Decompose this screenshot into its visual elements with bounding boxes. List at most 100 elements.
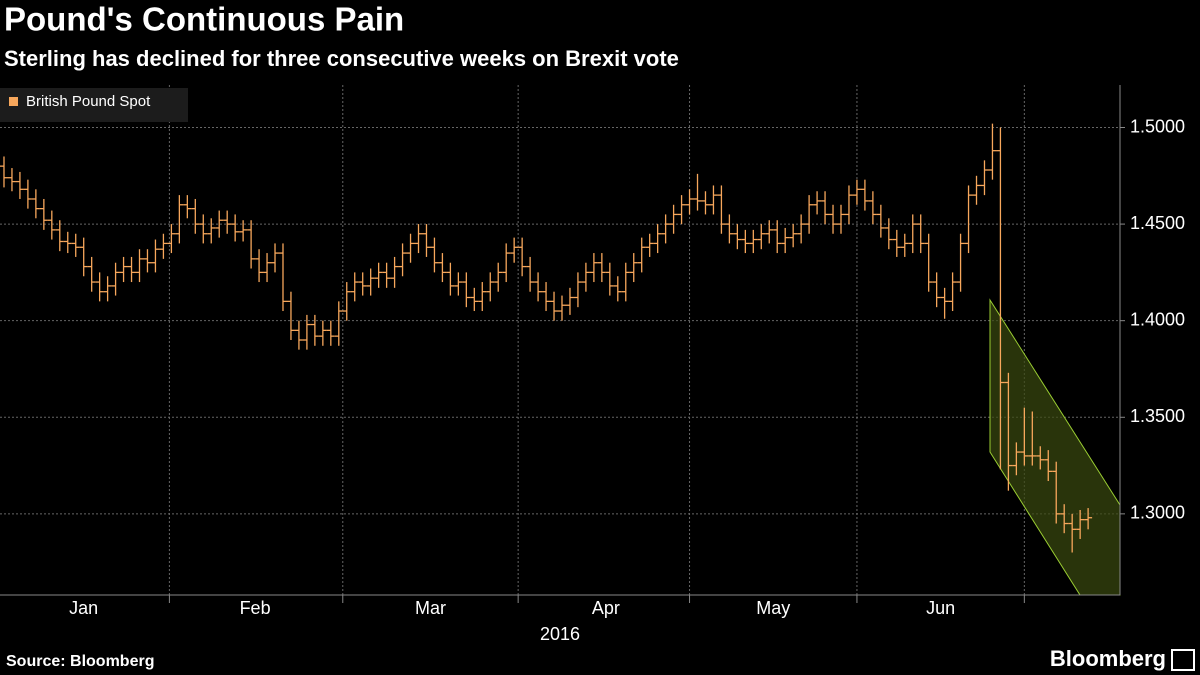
- ohlc-bar: [534, 272, 543, 302]
- ohlc-bar: [645, 233, 654, 257]
- ohlc-bar: [135, 249, 144, 283]
- ohlc-bar: [63, 231, 72, 254]
- ohlc-bar: [733, 224, 742, 250]
- ohlc-bar: [844, 185, 853, 225]
- ohlc-bar: [661, 214, 670, 244]
- chart-title: Pound's Continuous Pain: [4, 1, 404, 38]
- source: Source: Bloomberg: [6, 653, 154, 670]
- ohlc-bar: [964, 185, 973, 254]
- ohlc-bar: [191, 198, 200, 234]
- ohlc-bar: [462, 272, 471, 308]
- ohlc-bar: [589, 253, 598, 283]
- ohlc-bar: [175, 195, 184, 244]
- ohlc-bar: [79, 237, 88, 277]
- x-axis-label: 2016: [540, 624, 580, 644]
- ohlc-bar: [1052, 461, 1061, 524]
- ohlc-bar: [829, 204, 838, 234]
- ohlc-bar: [255, 249, 264, 283]
- legend-swatch: [9, 97, 18, 106]
- y-tick-label: 1.4000: [1130, 309, 1185, 329]
- ohlc-bar: [478, 282, 487, 312]
- ohlc-bar: [765, 220, 774, 244]
- ohlc-bar: [741, 229, 750, 254]
- ohlc-bar: [278, 243, 287, 312]
- ohlc-bar: [286, 291, 295, 340]
- ohlc-bar: [183, 195, 192, 219]
- x-tick-label: Feb: [240, 598, 271, 618]
- ohlc-bar: [23, 179, 32, 209]
- ohlc-bar: [637, 237, 646, 273]
- ohlc-bar: [693, 173, 702, 211]
- ohlc-bar: [390, 256, 399, 288]
- ohlc-bar: [1076, 510, 1085, 539]
- ohlc-bar: [542, 282, 551, 312]
- ohlc-bar: [55, 220, 64, 252]
- ohlc-bar: [366, 268, 375, 296]
- ohlc-bar: [956, 233, 965, 292]
- ohlc-bar: [271, 243, 280, 273]
- ohlc-bar: [709, 185, 718, 215]
- ohlc-bar: [207, 218, 216, 244]
- ohlc-bar: [127, 256, 136, 283]
- x-tick-label: Apr: [592, 598, 620, 618]
- ohlc-bar: [813, 191, 822, 215]
- ohlc-bar: [231, 214, 240, 242]
- ohlc-bar: [781, 227, 790, 254]
- ohlc-bar: [31, 189, 40, 219]
- ohlc-bar: [438, 253, 447, 283]
- ohlc-bar: [789, 224, 798, 248]
- ohlc-bar: [677, 195, 686, 225]
- ohlc-bar: [1084, 508, 1093, 530]
- ohlc-bar: [550, 291, 559, 321]
- ohlc-bar: [685, 189, 694, 215]
- x-tick-label: May: [756, 598, 790, 618]
- ohlc-bar: [143, 249, 152, 273]
- ohlc-bar: [797, 214, 806, 244]
- ohlc-bar: [215, 210, 224, 238]
- ohlc-bar: [773, 220, 782, 254]
- ohlc-bar: [294, 320, 303, 350]
- ohlc-bar: [629, 253, 638, 283]
- ohlc-bar: [15, 171, 24, 199]
- brand-icon: [1171, 649, 1195, 671]
- ohlc-bar: [669, 204, 678, 234]
- ohlc-bar: [717, 185, 726, 234]
- ohlc-bar: [932, 272, 941, 308]
- ohlc-bar: [223, 210, 232, 234]
- ohlc-bar: [350, 272, 359, 302]
- ohlc-bar: [159, 233, 168, 259]
- ohlc-bar: [95, 272, 104, 302]
- ohlc-bar: [414, 224, 423, 254]
- grid: [0, 85, 1120, 595]
- y-tick-label: 1.3500: [1130, 406, 1185, 426]
- ohlc-bar: [868, 191, 877, 225]
- ohlc-bar: [342, 282, 351, 321]
- ohlc-bar: [988, 123, 997, 180]
- ohlc-bar: [757, 224, 766, 250]
- ohlc-bar: [653, 224, 662, 254]
- x-tick-label: Jun: [926, 598, 955, 618]
- chart-subtitle: Sterling has declined for three consecut…: [4, 46, 679, 71]
- legend-box: [0, 88, 188, 122]
- brand: Bloomberg: [1050, 646, 1166, 671]
- ohlc-bar: [494, 262, 503, 292]
- ohlc-bar: [302, 314, 311, 350]
- ohlc-bar: [422, 224, 431, 257]
- ohlc-bar: [805, 195, 814, 234]
- ohlc-bar: [0, 156, 8, 188]
- ohlc-bar: [916, 214, 925, 254]
- ohlc-bar: [1020, 407, 1029, 466]
- ohlc-bar: [972, 175, 981, 205]
- ohlc-bar: [884, 218, 893, 250]
- ohlc-bar: [749, 229, 758, 254]
- ohlc-bar: [701, 191, 710, 215]
- ohlc-bar: [1044, 450, 1053, 482]
- ohlc-bar: [398, 243, 407, 277]
- x-tick-label: Jan: [69, 598, 98, 618]
- ohlc-bar: [39, 198, 48, 230]
- ohlc-bar: [446, 262, 455, 296]
- ohlc-bar: [892, 229, 901, 257]
- ohlc-bar: [406, 233, 415, 263]
